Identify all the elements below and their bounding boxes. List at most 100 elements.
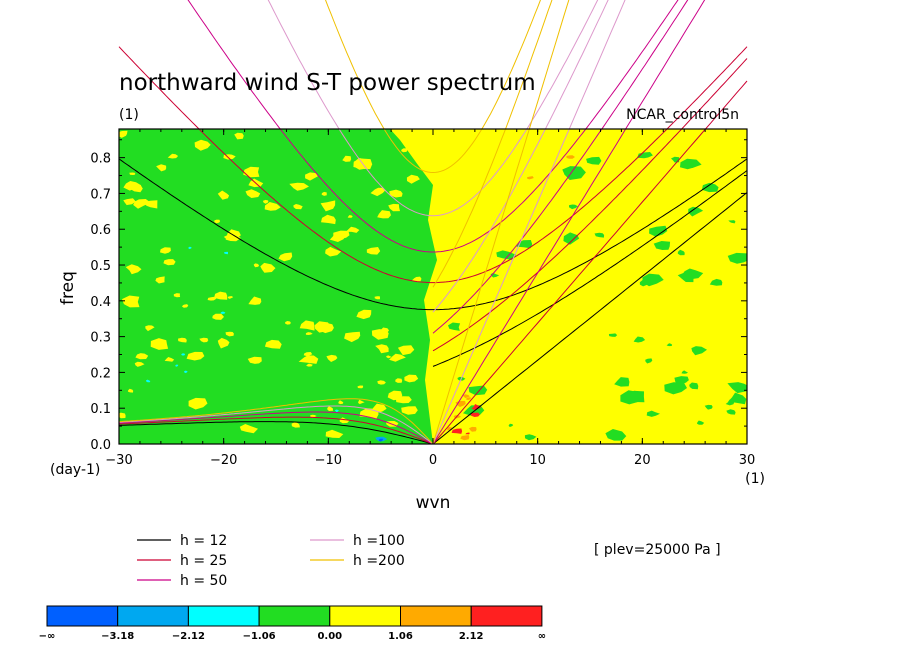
yellow-patch [134,361,145,367]
colorbar-level-label: 0.00 [317,631,342,642]
green-patch [642,273,664,287]
low-power-patch [188,246,192,250]
y-tick-label: 0.5 [90,259,111,274]
yellow-patch [164,357,175,362]
ig-curve-h200 [325,0,541,174]
yellow-patch [289,182,309,191]
mrg-curve-h12 [432,170,748,367]
colorbar: −∞ −3.18 −2.12 −1.06 0.00 1.06 2.12 ∞ [39,605,546,642]
low-power-patch [220,311,226,314]
y-axis: 0.0 0.1 0.2 0.3 0.4 0.5 0.6 0.7 0.8 [90,139,747,453]
green-patch [728,220,736,224]
green-patch [727,252,747,264]
green-patch [681,370,688,374]
yellow-patch [375,344,389,354]
yellow-patch [264,202,281,211]
power-spectrum-field [119,129,747,444]
rossby-curve-h12 [118,421,434,444]
green-patch [563,232,580,245]
field-blobs [119,130,747,442]
yellow-patch [194,139,211,151]
yellow-patch [374,296,380,300]
yellow-patch [371,329,389,340]
yellow-patch [342,155,352,162]
yellow-patch [227,296,234,299]
legend-label-h25: h = 25 [180,553,227,569]
low-power-patch [378,438,383,442]
high-power-patch [465,397,471,401]
yellow-patch [123,181,142,191]
yellow-patch [370,187,385,197]
yellow-patch [357,385,364,389]
yellow-patch [326,354,338,362]
green-patch [664,382,687,395]
yellow-patch [214,291,228,300]
yellow-patch [239,424,258,434]
green-patch [689,382,699,390]
colorbar-level-label: −1.06 [243,631,276,642]
rossby-curve-h100 [118,405,434,444]
green-patch [725,399,735,406]
field-positive-region [390,129,747,444]
green-patch [496,250,517,260]
yellow-patch [223,235,233,240]
colorbar-swatch [470,605,543,627]
green-patch [637,152,653,159]
yellow-patch [123,198,136,206]
yellow-patch [404,374,419,383]
y-tick-label: 0.2 [90,366,111,381]
yellow-patch [298,355,319,364]
yellow-patch [386,355,392,359]
yellow-patch [119,130,128,138]
green-patch [709,278,723,286]
green-patch [620,390,644,405]
colorbar-swatch [329,605,401,627]
yellow-patch [278,252,293,262]
green-patch [569,204,578,210]
yellow-patch [260,262,276,273]
yellow-patch [377,380,386,385]
dispersion-curves [118,0,748,444]
low-power-patch [175,364,179,367]
yellow-patch [143,200,158,209]
yellow-patch [225,331,234,337]
green-patch [594,232,605,238]
low-power-patch [223,251,228,255]
y-tick-label: 0.0 [90,438,111,453]
high-power-patch [465,432,470,435]
yellow-patch [129,172,136,175]
mrg-curve-h50 [432,0,689,334]
yellow-patch [247,356,262,364]
x-tick-label: −20 [210,453,237,468]
colorbar-level-label: 2.12 [459,631,484,642]
yellow-patch [356,309,372,320]
yellow-patch [344,331,361,343]
yellow-patch [188,397,208,410]
green-patch [645,358,653,364]
yellow-patch [135,353,149,360]
yellow-patch [214,219,221,224]
high-power-patch [462,394,470,399]
yellow-patch [217,337,230,349]
green-patch [608,333,618,337]
x-tick-label: 10 [529,453,546,468]
high-power-patch [460,435,470,441]
yellow-patch [156,164,167,172]
yellow-patch [207,296,217,301]
colorbar-level-label: −3.18 [101,631,134,642]
yellow-patch [389,189,403,198]
yellow-patch [262,199,269,204]
green-patch [605,429,627,441]
ig-curve-h12 [118,158,748,311]
yellow-patch [248,296,262,305]
green-patch [508,423,514,427]
yellow-patch [395,378,403,383]
kelvin-curve-h12 [432,192,748,444]
kelvin-curve-h200 [432,0,570,444]
colorbar-level-label: −2.12 [172,631,205,642]
yellow-patch [225,234,241,242]
yellow-patch [329,233,346,242]
y-tick-label: 0.4 [90,295,111,310]
colorbar-swatch [400,605,472,627]
